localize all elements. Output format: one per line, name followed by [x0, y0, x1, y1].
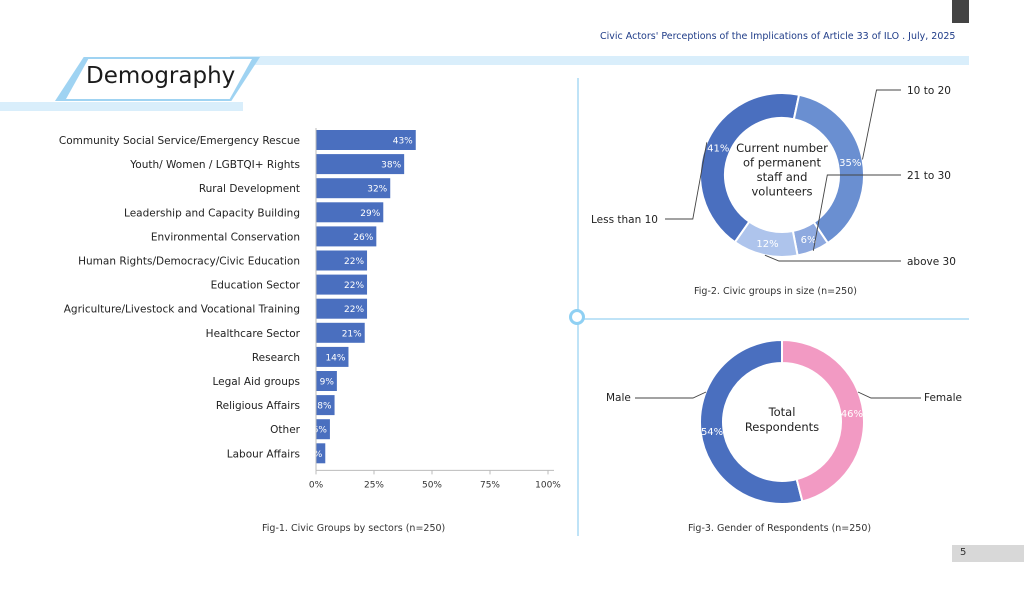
bar-value-label: 8% — [317, 402, 332, 412]
donut-center-text: volunteers — [752, 185, 813, 199]
title-band-bottom — [0, 102, 243, 111]
fig3-caption: Fig-3. Gender of Respondents (n=250) — [688, 523, 872, 534]
donut-center-text: Current number — [736, 141, 828, 155]
section-title: Demography — [86, 63, 236, 89]
leader-line — [862, 89, 901, 160]
donut-center-text: Respondents — [745, 420, 819, 434]
bar-category-label: Labour Affairs — [227, 448, 300, 460]
bar-category-label: Legal Aid groups — [212, 376, 300, 388]
legend-label: Less than 10 — [591, 214, 658, 226]
donut-slice-label: 12% — [756, 239, 778, 250]
bar — [316, 298, 368, 319]
vertical-divider — [577, 78, 579, 536]
bar — [316, 371, 337, 391]
donut-slice — [781, 338, 865, 503]
donut-center-text: of permanent — [743, 156, 822, 170]
bar-category-label: Human Rights/Democracy/Civic Education — [78, 256, 300, 268]
leader-line — [635, 391, 707, 399]
divider-junction-node — [569, 309, 585, 325]
bar — [316, 274, 368, 295]
x-tick-label: 75% — [480, 480, 500, 490]
bar-value-label: 4% — [308, 450, 323, 460]
legend-label-male: Male — [606, 392, 631, 404]
bar — [316, 419, 330, 440]
bar-category-label: Research — [252, 352, 300, 364]
leader-line — [812, 174, 901, 251]
legend-label: 10 to 20 — [907, 85, 951, 97]
bar-category-label: Rural Development — [199, 183, 300, 195]
leader-line — [764, 254, 901, 262]
page-number-box — [952, 545, 1024, 562]
fig1-caption: Fig-1. Civic Groups by sectors (n=250) — [262, 523, 446, 534]
bar — [316, 178, 391, 199]
x-tick-label: 25% — [364, 480, 384, 490]
donut-slice-label: 6% — [801, 235, 817, 246]
sector-bar-chart: Community Social Service/Emergency Rescu… — [59, 128, 561, 490]
bar-value-label: 22% — [344, 281, 364, 291]
report-title: Civic Actors' Perceptions of the Implica… — [600, 31, 956, 42]
donut-center-text: Total — [768, 405, 796, 419]
bar — [316, 130, 416, 150]
corner-tab-marker — [952, 0, 969, 23]
x-tick-label: 0% — [309, 480, 324, 490]
bar-category-label: Education Sector — [211, 280, 301, 292]
donut-slice — [733, 220, 799, 258]
bar-category-label: Youth/ Women / LGBTQI+ Rights — [129, 159, 300, 171]
bar-value-label: 43% — [393, 137, 413, 147]
bar-category-label: Community Social Service/Emergency Rescu… — [59, 135, 300, 147]
x-tick-label: 50% — [422, 480, 442, 490]
bar — [316, 322, 365, 343]
donut-slice — [699, 92, 801, 244]
donut-slice-label: 54% — [701, 427, 723, 438]
bar — [316, 226, 377, 247]
legend-label: 21 to 30 — [907, 170, 951, 182]
bar — [316, 395, 335, 416]
bar — [316, 250, 368, 271]
bar-category-label: Agriculture/Livestock and Vocational Tra… — [64, 304, 300, 316]
bar-value-label: 29% — [360, 209, 380, 219]
bar-value-label: 14% — [325, 353, 345, 363]
bar — [316, 202, 384, 223]
donut-slice — [699, 338, 804, 505]
bar-value-label: 6% — [313, 426, 328, 436]
legend-label: above 30 — [907, 256, 956, 268]
bar-value-label: 32% — [367, 185, 387, 195]
donut-slice-label: 35% — [839, 158, 861, 169]
bar — [316, 443, 326, 464]
bar-value-label: 21% — [342, 329, 362, 339]
bar-category-label: Leadership and Capacity Building — [124, 207, 300, 219]
leader-line — [857, 391, 921, 399]
bar-value-label: 9% — [320, 378, 335, 388]
page-number: 5 — [960, 547, 967, 558]
bar-category-label: Healthcare Sector — [206, 328, 301, 340]
donut-slice-label: 46% — [841, 409, 863, 420]
bar-category-label: Other — [270, 424, 300, 436]
fig2-caption: Fig-2. Civic groups in size (n=250) — [694, 286, 857, 297]
title-band-top — [230, 56, 969, 65]
title-tab-inner — [66, 59, 252, 99]
bar — [316, 346, 349, 367]
legend-label-female: Female — [924, 392, 962, 404]
donut-slice-label: 41% — [707, 143, 729, 154]
horizontal-divider — [579, 318, 969, 320]
bar-value-label: 38% — [381, 161, 401, 171]
bar-value-label: 22% — [344, 305, 364, 315]
bar-category-label: Religious Affairs — [216, 400, 300, 412]
donut-center-text: staff and — [757, 170, 808, 184]
bar-category-label: Environmental Conservation — [151, 231, 300, 243]
x-tick-label: 100% — [535, 480, 561, 490]
bar — [316, 154, 405, 175]
bar-value-label: 22% — [344, 257, 364, 267]
leader-line — [665, 142, 708, 220]
bar-value-label: 26% — [353, 233, 373, 243]
